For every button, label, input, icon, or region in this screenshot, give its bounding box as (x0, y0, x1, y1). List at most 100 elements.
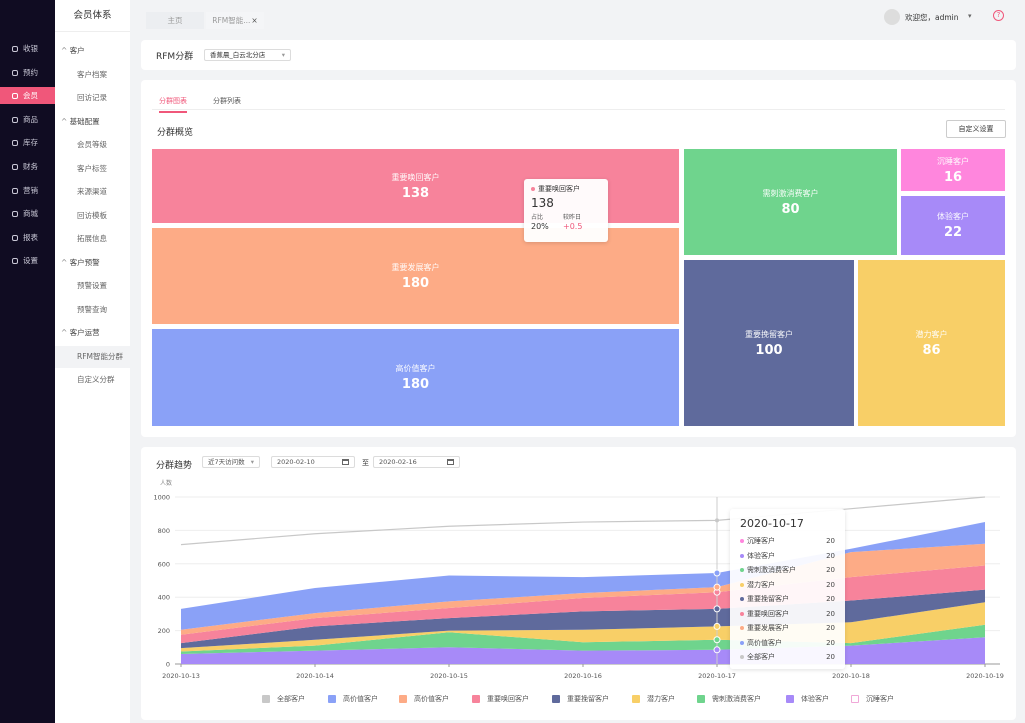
tooltip-row-name: 潜力客户 (747, 580, 775, 589)
submenu-item[interactable]: 来源渠道 (77, 187, 107, 196)
legend-item[interactable]: 高价值客户 (399, 694, 449, 704)
sidebar-item-7[interactable]: 商城 (0, 205, 55, 222)
tab-rfm[interactable]: RFM智能...× (206, 12, 264, 29)
checkbox-icon[interactable] (262, 695, 270, 703)
legend-item[interactable]: 重要唤回客户 (472, 694, 529, 704)
tooltip-row-value: 20 (826, 609, 835, 618)
submenu-item[interactable]: 客户标签 (77, 163, 107, 173)
segment-name: 体验客户 (937, 212, 969, 221)
legend-item[interactable]: 体验客户 (786, 694, 829, 704)
legend-label: 需刺激消费客户 (712, 695, 761, 703)
legend-item[interactable]: 沉睡客户 (851, 694, 894, 704)
end-date-input[interactable]: 2020-02-16 (373, 456, 460, 468)
y-tick-label: 200 (158, 627, 170, 635)
sidebar-item-0[interactable]: 收银 (0, 40, 55, 57)
metric-select[interactable]: 近7天访问数 ▾ (202, 456, 260, 468)
sidebar-item-1[interactable]: 预约 (0, 64, 55, 81)
cashier-icon (12, 46, 18, 52)
help-icon[interactable]: ? (993, 10, 1004, 21)
y-tick-label: 400 (158, 594, 170, 602)
x-tick-label: 2020-10-18 (832, 672, 870, 680)
legend-label: 高价值客户 (343, 695, 378, 703)
sidebar-item-5[interactable]: 财务 (0, 158, 55, 175)
segment-name: 需刺激消费客户 (762, 188, 819, 198)
checkbox-icon[interactable] (472, 695, 480, 703)
start-date-input[interactable]: 2020-02-10 (271, 456, 355, 468)
tooltip-row-name: 重要发展客户 (747, 624, 789, 632)
treemap-segment[interactable]: 沉睡客户 16 (901, 149, 1005, 191)
x-tick-label: 2020-10-17 (698, 672, 736, 680)
segment-value: 100 (755, 342, 783, 358)
custom-settings-button[interactable]: 自定义设置 (946, 120, 1006, 138)
avatar[interactable] (884, 9, 900, 25)
submenu-group[interactable]: ^ 基础配置 (61, 116, 100, 127)
calendar-icon[interactable] (342, 459, 349, 465)
submenu-group-label: 客户 (69, 46, 85, 55)
y-tick-label: 1000 (153, 494, 170, 502)
checkbox-icon[interactable] (697, 695, 705, 703)
legend-dot (740, 553, 744, 558)
treemap-segment[interactable]: 高价值客户 180 (152, 329, 679, 426)
checkbox-icon[interactable] (851, 695, 859, 703)
sidebar-item-label: 库存 (23, 138, 38, 148)
store-select[interactable]: 香蕉晨_白云北分店 ▾ (204, 49, 291, 61)
tab-home[interactable]: 主页 (146, 12, 204, 29)
legend-dot (740, 655, 744, 659)
legend-label: 体验客户 (801, 695, 829, 703)
legend-item[interactable]: 重要挽留客户 (552, 694, 609, 704)
tab-list[interactable]: 分群列表 (213, 97, 241, 105)
submenu-group[interactable]: ^ 客户 (61, 45, 85, 56)
submenu-item[interactable]: 会员等级 (77, 140, 107, 149)
calendar-icon[interactable] (447, 459, 454, 465)
legend-label: 重要唤回客户 (487, 695, 529, 703)
submenu-item[interactable]: 预警查询 (77, 304, 107, 314)
sidebar-item-8[interactable]: 报表 (0, 229, 55, 246)
checkbox-icon[interactable] (328, 695, 336, 703)
hover-point (713, 583, 721, 591)
treemap-segment[interactable]: 需刺激消费客户 80 (684, 149, 897, 255)
submenu-group[interactable]: ^ 客户预警 (61, 257, 100, 268)
checkbox-icon[interactable] (786, 695, 794, 703)
sidebar-item-6[interactable]: 营销 (0, 182, 55, 199)
checkbox-icon[interactable] (552, 695, 560, 703)
y-tick-label: 0 (166, 661, 170, 669)
submenu-item[interactable]: 预警设置 (77, 281, 107, 290)
submenu-item[interactable]: 回访记录 (77, 93, 107, 102)
submenu-item[interactable]: RFM智能分群 (55, 345, 130, 368)
legend-item[interactable]: 需刺激消费客户 (697, 694, 761, 704)
treemap-segment[interactable]: 重要发展客户 180 (152, 228, 679, 324)
sidebar-item-9[interactable]: 设置 (0, 252, 55, 269)
submenu-item[interactable]: 客户档案 (77, 69, 107, 79)
tooltip-row: 需刺激消费客户 20 (740, 563, 835, 578)
submenu-group[interactable]: ^ 客户运营 (61, 327, 100, 338)
x-tick-label: 2020-10-14 (296, 672, 334, 680)
tab-chart[interactable]: 分群图表 (159, 96, 187, 113)
checkbox-icon[interactable] (399, 695, 407, 703)
submenu-item[interactable]: 拓展信息 (77, 234, 107, 243)
treemap-segment[interactable]: 重要挽留客户 100 (684, 260, 854, 426)
submenu-item[interactable]: 回访模板 (77, 210, 107, 220)
legend-item[interactable]: 高价值客户 (328, 694, 378, 704)
sidebar-item-label: 财务 (23, 162, 38, 171)
treemap-segment[interactable]: 潜力客户 86 (858, 260, 1005, 426)
tooltip-row: 重要挽留客户 20 (740, 592, 835, 607)
close-icon[interactable]: × (251, 16, 258, 25)
sidebar-item-4[interactable]: 库存 (0, 134, 55, 151)
hover-point (713, 622, 721, 630)
total-point (715, 518, 719, 523)
treemap-segment[interactable]: 体验客户 22 (901, 196, 1005, 255)
legend-item[interactable]: 全部客户 (262, 694, 305, 704)
legend-dot (740, 582, 744, 587)
trend-title: 分群趋势 (156, 461, 193, 471)
segment-value: 22 (943, 225, 963, 240)
user-greeting[interactable]: 欢迎您，admin (905, 13, 959, 22)
legend-item[interactable]: 潜力客户 (632, 694, 675, 704)
sidebar-item-2[interactable]: 会员 (0, 87, 55, 105)
submenu-item[interactable]: 自定义分群 (77, 375, 115, 384)
chevron-down-icon[interactable]: ▾ (968, 12, 972, 20)
sidebar-item-3[interactable]: 商品 (0, 111, 55, 128)
compare-label: 较昨日 (563, 214, 582, 221)
segment-value: 86 (922, 342, 941, 358)
checkbox-icon[interactable] (632, 695, 640, 703)
